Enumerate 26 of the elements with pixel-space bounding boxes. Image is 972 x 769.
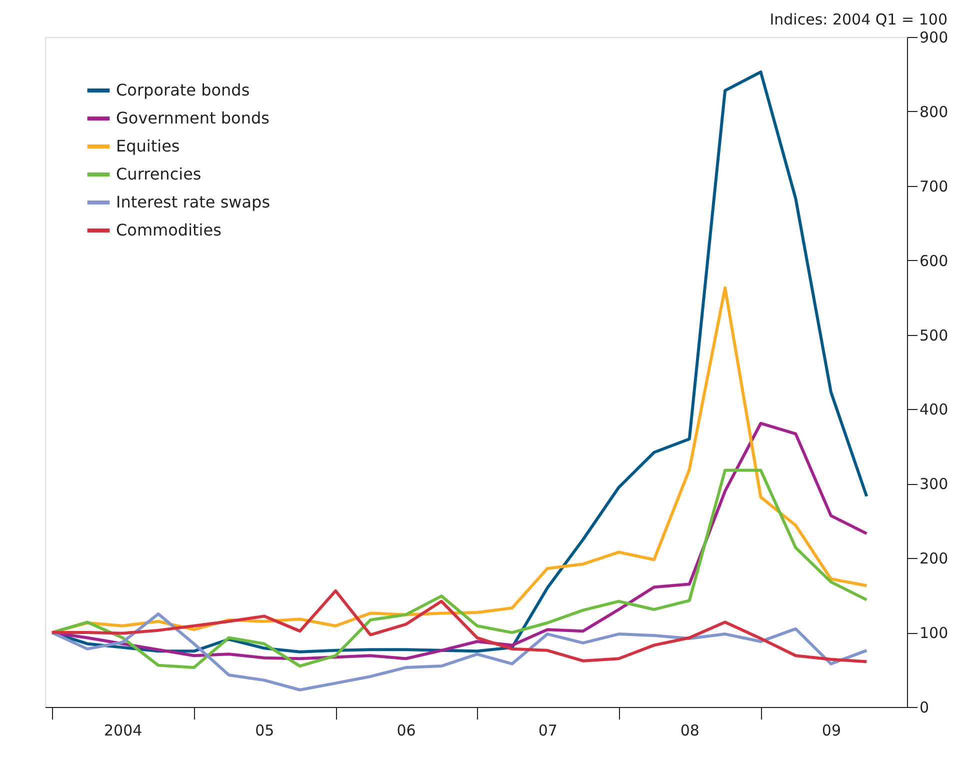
y-tick-label: 700 bbox=[920, 177, 948, 196]
legend-label: Government bonds bbox=[116, 108, 270, 128]
y-tick-label: 800 bbox=[920, 102, 948, 121]
y-tick-label: 200 bbox=[920, 550, 948, 568]
y-axis-title: Indices: 2004 Q1 = 100 bbox=[770, 10, 948, 28]
x-tick-label: 06 bbox=[396, 722, 416, 740]
y-tick-label: 500 bbox=[920, 326, 948, 344]
x-tick-label: 05 bbox=[255, 722, 274, 740]
line-series bbox=[50, 612, 868, 692]
line-series bbox=[50, 468, 868, 670]
x-tick-label: 08 bbox=[680, 722, 700, 740]
y-tick-label: 600 bbox=[920, 252, 948, 270]
y-tick-label: 100 bbox=[920, 624, 948, 642]
legend-label: Equities bbox=[116, 136, 180, 156]
y-tick-label: 900 bbox=[920, 28, 948, 46]
y-tick-label: 0 bbox=[920, 698, 930, 716]
legend-label: Interest rate swaps bbox=[116, 192, 270, 212]
x-tick-label: 07 bbox=[538, 722, 558, 740]
y-tick-label: 400 bbox=[920, 400, 948, 419]
line-series bbox=[50, 589, 868, 664]
legend-label: Commodities bbox=[116, 220, 222, 240]
x-tick-label: 09 bbox=[822, 722, 842, 740]
legend-label: Corporate bonds bbox=[116, 80, 250, 100]
x-tick-label: 2004 bbox=[104, 722, 142, 740]
y-tick-label: 300 bbox=[920, 475, 948, 494]
legend-label: Currencies bbox=[116, 164, 202, 184]
